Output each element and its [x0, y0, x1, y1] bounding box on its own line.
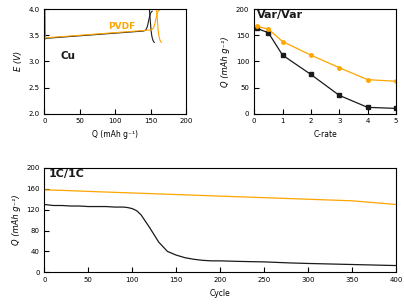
- Y-axis label: Q (mAh g⁻¹): Q (mAh g⁻¹): [221, 36, 230, 87]
- X-axis label: C-rate: C-rate: [313, 130, 337, 139]
- Y-axis label: Q (mAh g⁻¹): Q (mAh g⁻¹): [12, 195, 21, 245]
- X-axis label: Q (mAh g⁻¹): Q (mAh g⁻¹): [92, 130, 138, 139]
- Text: 1C/1C: 1C/1C: [49, 169, 85, 179]
- X-axis label: Cycle: Cycle: [210, 289, 231, 298]
- Text: Var/Var: Var/Var: [257, 10, 303, 20]
- Y-axis label: E (V): E (V): [14, 51, 23, 72]
- Text: PVDF: PVDF: [108, 22, 135, 31]
- Text: Cu: Cu: [60, 51, 75, 61]
